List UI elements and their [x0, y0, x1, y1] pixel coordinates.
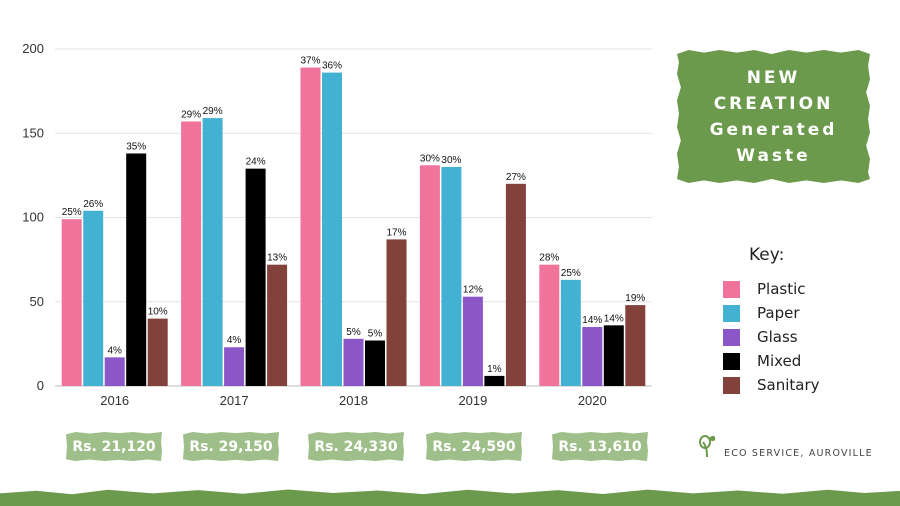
- bar-mixed-2016: [126, 153, 147, 386]
- bar-plastic-2016: [61, 219, 82, 386]
- data-label: 30%: [420, 153, 440, 164]
- title-line-4: Waste: [736, 145, 811, 166]
- cost-badge-2020: Rs. 13,610: [552, 432, 648, 461]
- organization-name: ECO SERVICE, AUROVILLE: [724, 448, 873, 459]
- bar-sanitary-2016: [147, 318, 168, 386]
- data-label: 36%: [322, 61, 342, 72]
- x-tick-label: 2018: [339, 393, 368, 408]
- data-label: 27%: [506, 172, 526, 183]
- bar-paper-2020: [560, 279, 581, 386]
- grass-strip: [0, 489, 900, 506]
- y-tick-label: 100: [22, 210, 44, 225]
- bar-paper-2018: [322, 72, 342, 386]
- x-tick-label: 2017: [220, 393, 249, 408]
- bar-mixed-2018: [365, 340, 385, 386]
- title-line-1: NEW: [746, 67, 801, 88]
- legend: Plastic Paper Glass Mixed Sanitary: [723, 277, 820, 397]
- bar-sanitary-2019: [505, 183, 526, 386]
- data-label: 28%: [539, 253, 559, 264]
- legend-label: Glass: [757, 328, 798, 346]
- legend-item-sanitary: Sanitary: [723, 373, 820, 397]
- data-label: 26%: [83, 199, 103, 210]
- x-axis: 2016 2017 2018 2019 2020: [100, 393, 607, 408]
- title-line-3: Generated: [709, 119, 838, 140]
- bar-mixed-2017: [245, 168, 266, 386]
- y-tick-label: 200: [22, 41, 44, 56]
- y-tick-label: 50: [30, 294, 44, 309]
- bar-plastic-2019: [419, 165, 440, 386]
- x-tick-label: 2019: [458, 393, 487, 408]
- bar-paper-2017: [202, 118, 223, 387]
- data-label: 14%: [582, 315, 602, 326]
- legend-swatch-paper: [723, 304, 740, 322]
- bar-sanitary-2017: [267, 264, 288, 386]
- legend-label: Paper: [757, 304, 800, 322]
- data-label: 29%: [181, 109, 201, 120]
- bar-paper-2016: [83, 210, 104, 386]
- data-label: 5%: [346, 327, 361, 338]
- chart-title-box: NEW CREATION Generated Waste: [677, 50, 870, 183]
- bar-plastic-2020: [539, 264, 560, 386]
- data-label: 17%: [386, 227, 406, 238]
- data-label: 37%: [300, 56, 320, 67]
- data-label: 5%: [368, 329, 383, 340]
- y-tick-label: 150: [22, 125, 44, 140]
- legend-label: Plastic: [757, 280, 806, 298]
- data-label: 35%: [126, 141, 146, 152]
- legend-item-mixed: Mixed: [723, 349, 820, 373]
- data-label: 25%: [62, 207, 82, 218]
- legend-swatch-glass: [723, 328, 740, 346]
- data-label: 30%: [441, 155, 461, 166]
- bar-glass-2016: [104, 357, 125, 386]
- data-label: 4%: [107, 345, 122, 356]
- data-label: 25%: [561, 268, 581, 279]
- bars: [61, 67, 646, 387]
- cost-badge-2016: Rs. 21,120: [66, 432, 162, 461]
- bar-glass-2019: [462, 296, 483, 386]
- bar-mixed-2019: [484, 375, 505, 386]
- legend-swatch-sanitary: [723, 376, 740, 394]
- data-label: 1%: [487, 364, 502, 375]
- bar-sanitary-2018: [386, 239, 407, 386]
- bar-sanitary-2020: [625, 305, 646, 386]
- bar-plastic-2018: [300, 67, 321, 386]
- y-tick-label: 0: [37, 378, 44, 393]
- bar-mixed-2020: [603, 325, 624, 386]
- legend-label: Sanitary: [757, 376, 820, 394]
- data-label: 24%: [246, 157, 266, 168]
- cost-badge-2017: Rs. 29,150: [183, 432, 279, 461]
- legend-label: Mixed: [757, 352, 802, 370]
- legend-swatch-mixed: [723, 352, 740, 370]
- cost-badge-2018: Rs. 24,330: [308, 432, 404, 461]
- title-line-2: CREATION: [713, 93, 834, 114]
- legend-item-glass: Glass: [723, 325, 820, 349]
- bar-glass-2017: [224, 347, 245, 386]
- legend-item-plastic: Plastic: [723, 277, 820, 301]
- y-axis: 0 50 100 150 200: [22, 41, 44, 393]
- bar-paper-2019: [441, 166, 462, 386]
- data-label: 19%: [625, 293, 645, 304]
- x-tick-label: 2020: [578, 393, 607, 408]
- data-label: 4%: [227, 335, 242, 346]
- legend-swatch-plastic: [723, 280, 740, 298]
- data-label: 10%: [148, 307, 168, 318]
- bar-glass-2020: [582, 327, 603, 386]
- bar-glass-2018: [343, 338, 364, 386]
- cost-badge-2019: Rs. 24,590: [426, 432, 522, 461]
- data-label: 29%: [203, 106, 223, 117]
- data-labels: 25%26%4%35%10%29% 29%4%24%13%37% 36%5% 5%17…: [62, 56, 646, 375]
- data-label: 12%: [463, 285, 483, 296]
- data-label: 13%: [267, 253, 287, 264]
- legend-item-paper: Paper: [723, 301, 820, 325]
- data-label: 14%: [604, 313, 624, 324]
- eco-service-logo-icon: [699, 435, 716, 458]
- bar-plastic-2017: [181, 121, 202, 386]
- x-tick-label: 2016: [100, 393, 129, 408]
- legend-title: Key:: [749, 245, 785, 265]
